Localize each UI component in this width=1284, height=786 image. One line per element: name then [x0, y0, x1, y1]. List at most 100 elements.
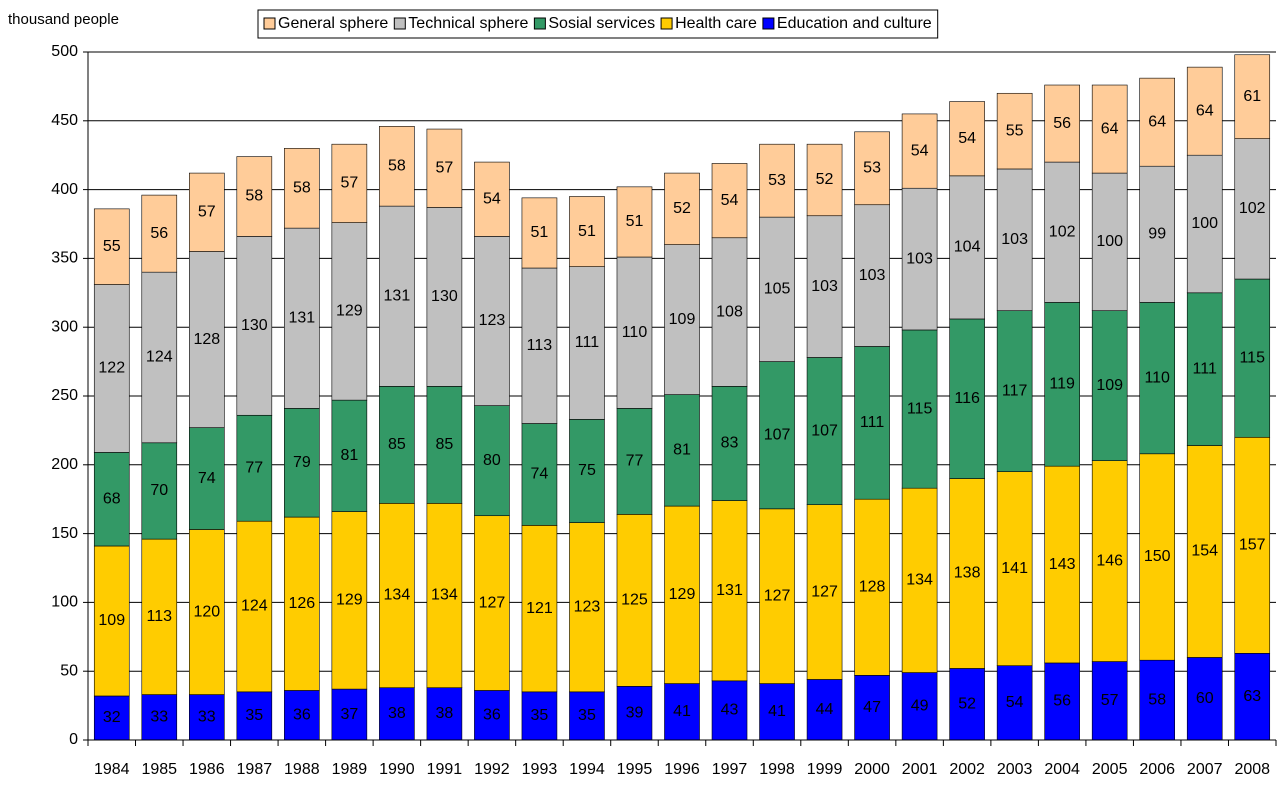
data-label: 129 [336, 303, 363, 320]
data-label: 56 [150, 225, 168, 242]
bar-segment [1186, 154, 1223, 294]
data-label: 55 [103, 238, 121, 255]
y-tick-label: 350 [51, 250, 78, 267]
data-label: 54 [958, 130, 976, 147]
bar-segment [759, 361, 795, 510]
data-label: 124 [146, 349, 173, 366]
bar-segment [569, 691, 605, 741]
legend-swatch [263, 17, 276, 30]
bar-segment [331, 143, 368, 223]
bar-segment [996, 168, 1033, 311]
x-tick-label: 1998 [759, 761, 795, 778]
data-label: 47 [863, 699, 881, 716]
x-tick-label: 2006 [1139, 761, 1175, 778]
data-label: 57 [1101, 692, 1119, 709]
data-label: 103 [859, 267, 886, 284]
bar-segment [1186, 445, 1223, 658]
data-label: 61 [1243, 88, 1261, 105]
legend-swatch [660, 17, 673, 30]
bar-segment [854, 131, 890, 206]
bar-segment [236, 236, 273, 416]
bar-segment [1186, 657, 1223, 741]
bar-segment [1139, 302, 1175, 455]
data-label: 120 [193, 603, 220, 620]
data-label: 104 [954, 239, 981, 256]
bar-segment [474, 405, 510, 517]
data-label: 53 [768, 172, 786, 189]
data-label: 54 [721, 192, 739, 209]
bar-segment [141, 538, 178, 695]
data-label: 131 [716, 582, 743, 599]
data-label: 124 [241, 598, 268, 615]
data-label: 113 [527, 337, 553, 354]
data-label: 64 [1196, 102, 1214, 119]
data-label: 49 [911, 698, 929, 715]
x-tick-label: 1986 [189, 761, 225, 778]
data-label: 141 [1001, 560, 1028, 577]
data-label: 70 [150, 482, 168, 499]
legend-label: Health care [675, 15, 757, 32]
data-label: 128 [193, 331, 220, 348]
data-label: 115 [907, 400, 933, 417]
data-label: 39 [626, 704, 644, 721]
bar-segment [1234, 436, 1271, 654]
bar-segment [379, 386, 415, 504]
x-tick-label: 1996 [664, 761, 700, 778]
data-label: 77 [626, 453, 644, 470]
bar-segment [331, 511, 368, 690]
data-label: 109 [98, 612, 125, 629]
data-label: 64 [1101, 120, 1119, 137]
bar-segment [426, 128, 463, 208]
bar-segment [996, 310, 1033, 472]
bar-segment [141, 271, 178, 444]
data-label: 109 [1096, 377, 1123, 394]
data-label: 103 [811, 278, 838, 295]
x-tick-label: 2008 [1234, 761, 1270, 778]
data-label: 85 [436, 436, 454, 453]
x-tick-label: 1992 [474, 761, 510, 778]
x-tick-label: 1995 [617, 761, 653, 778]
bar-segment [806, 504, 843, 680]
data-label: 51 [531, 224, 549, 241]
legend-label: Technical sphere [408, 15, 528, 32]
data-label: 130 [431, 288, 458, 305]
data-label: 110 [622, 324, 648, 341]
bar-segment [1091, 172, 1128, 311]
data-label: 54 [1006, 694, 1024, 711]
data-label: 52 [958, 695, 976, 712]
bar-segment [854, 498, 890, 676]
data-label: 51 [626, 213, 644, 230]
bar-segment [664, 394, 700, 507]
data-label: 52 [816, 171, 834, 188]
x-tick-label: 2000 [854, 761, 890, 778]
bar-segment [331, 222, 368, 401]
y-tick-label: 500 [51, 43, 78, 60]
data-label: 77 [245, 459, 263, 476]
data-label: 121 [526, 600, 553, 617]
x-tick-label: 1988 [284, 761, 320, 778]
bar-segment [236, 520, 273, 693]
bar-segment [901, 672, 938, 741]
bar-segment [569, 522, 605, 693]
bar-segment [664, 683, 700, 741]
bar-segment [474, 161, 510, 237]
data-label: 79 [293, 454, 311, 471]
bar-segment [949, 101, 985, 177]
data-label: 134 [384, 587, 411, 604]
bar-segment [93, 284, 130, 453]
data-label: 111 [575, 334, 599, 351]
bar-segment [616, 514, 653, 687]
x-tick-label: 1997 [712, 761, 748, 778]
data-label: 157 [1239, 537, 1266, 554]
data-label: 111 [860, 414, 884, 431]
bar-segment [711, 500, 748, 682]
x-tick-label: 1985 [141, 761, 177, 778]
bar-segment [854, 204, 890, 347]
bar-segment [901, 329, 938, 489]
data-label: 75 [578, 462, 596, 479]
data-label: 68 [103, 490, 121, 507]
bar-segment [331, 399, 368, 512]
x-tick-label: 2005 [1092, 761, 1128, 778]
data-label: 129 [336, 592, 363, 609]
data-label: 107 [811, 422, 838, 439]
